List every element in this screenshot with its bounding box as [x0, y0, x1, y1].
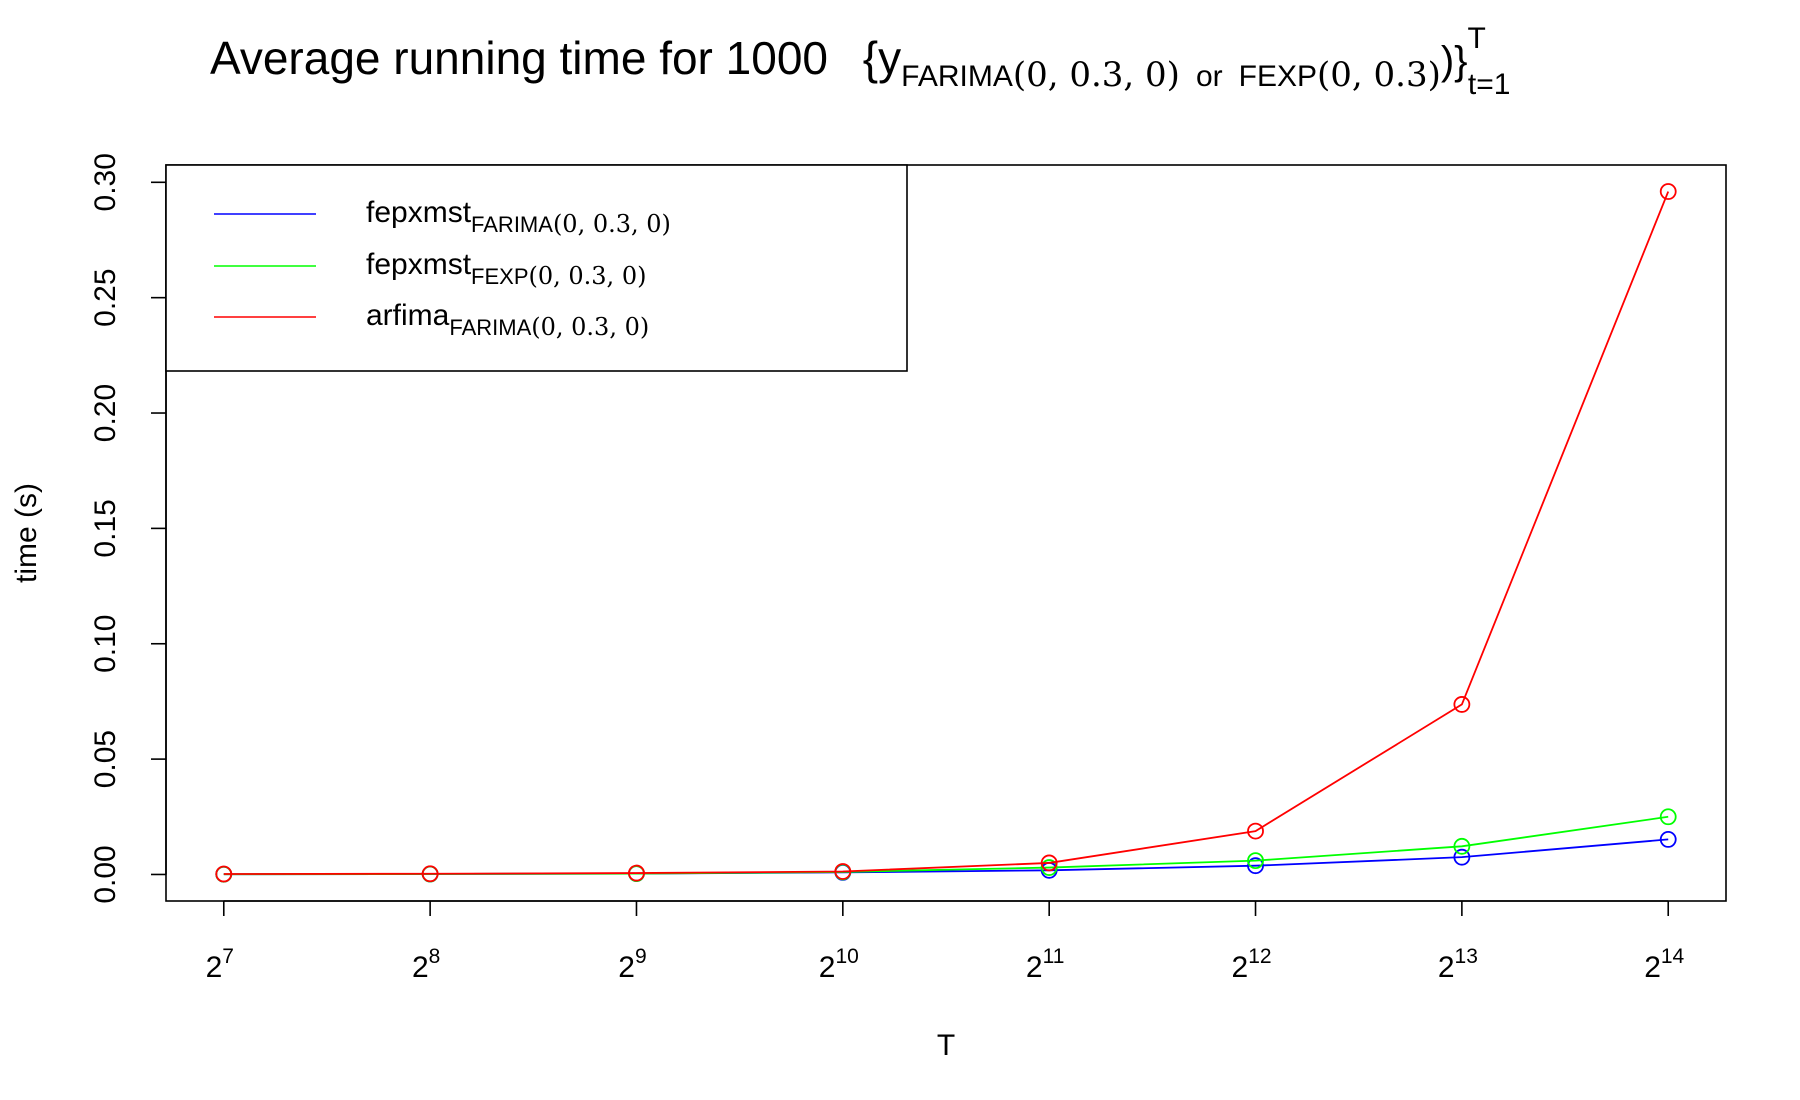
title-sub-farima: FARIMA [901, 60, 1013, 93]
legend-entry-2-name: arfima [366, 299, 450, 332]
legend-box [165, 164, 908, 372]
title-sup: T [1468, 22, 1486, 55]
title-sub-t: t=1 [1468, 68, 1511, 101]
x-tick-label: 27 [206, 945, 234, 984]
y-tick-label: 0.10 [89, 615, 122, 673]
title-args2: (0, 0.3) [1317, 55, 1441, 95]
x-tick-label: 212 [1232, 945, 1272, 984]
legend-entry-1-name: fepxmst [366, 248, 472, 281]
title-brace-open: { [863, 32, 878, 84]
series-0-point [1247, 857, 1264, 875]
series-2-point [215, 865, 233, 883]
y-tick-label: 0.05 [89, 730, 122, 788]
series-line-2 [223, 191, 1670, 875]
chart-title: Average running time for 1000 {yFARIMA(0… [210, 22, 1510, 101]
y-axis: 0.00 0.05 0.10 0.15 0.20 0.25 0.30 [89, 153, 167, 904]
x-tick-label: 28 [412, 945, 440, 984]
series-1-point [1453, 837, 1471, 855]
series-layer [215, 183, 1677, 883]
title-or: or [1196, 60, 1223, 93]
series-1-point [1659, 808, 1677, 826]
legend-entry-0-sub: FARIMA [471, 212, 553, 237]
y-tick-label: 0.00 [89, 845, 122, 903]
series-2-point [1659, 183, 1677, 200]
series-2-point [1040, 854, 1058, 872]
series-0-point [1659, 830, 1677, 848]
series-2-point [1453, 696, 1471, 713]
x-axis-label: T [937, 1029, 955, 1062]
legend-entry-0-name: fepxmst [366, 196, 472, 229]
legend: fepxmstFARIMA(0, 0.3, 0) fepxmstFEXP(0, … [165, 164, 908, 372]
x-tick-label: 213 [1438, 945, 1478, 984]
series-line-1 [223, 815, 1669, 876]
y-axis-label: time (s) [10, 483, 43, 583]
legend-entry-2: arfimaFARIMA(0, 0.3, 0) [366, 299, 649, 341]
x-tick-label: 210 [819, 945, 859, 984]
series-2-point [628, 864, 645, 882]
legend-entry-0-args: (0, 0.3, 0) [553, 210, 671, 238]
series-1-point [1040, 859, 1058, 876]
title-y: y [878, 32, 901, 84]
legend-entry-2-sub: FARIMA [449, 315, 531, 340]
legend-entry-1-args: (0, 0.3, 0) [529, 262, 647, 290]
y-tick-label: 0.15 [89, 499, 122, 557]
title-close: )} [1441, 39, 1468, 83]
x-tick-label: 211 [1026, 945, 1065, 984]
title-main: Average running time for 1000 [210, 32, 828, 84]
series-2-point [834, 863, 852, 880]
x-tick-label: 214 [1644, 945, 1684, 984]
y-tick-label: 0.30 [89, 153, 122, 211]
x-tick-label: 29 [618, 945, 646, 984]
legend-entry-0: fepxmstFARIMA(0, 0.3, 0) [366, 196, 671, 238]
legend-entry-1: fepxmstFEXP(0, 0.3, 0) [366, 248, 646, 290]
title-args1: (0, 0.3, 0) [1013, 55, 1180, 95]
legend-entry-1-sub: FEXP [471, 264, 528, 289]
series-1-point [1247, 852, 1264, 870]
y-tick-label: 0.20 [89, 384, 122, 442]
title-fexp: FEXP [1239, 60, 1317, 93]
series-0-point [1453, 848, 1471, 866]
y-tick-label: 0.25 [89, 268, 122, 326]
x-axis: 27 28 29 210 211 212 213 214 [206, 900, 1685, 984]
legend-entry-2-args: (0, 0.3, 0) [531, 313, 649, 341]
series-2-point [421, 865, 439, 883]
series-2-point [1247, 822, 1264, 840]
